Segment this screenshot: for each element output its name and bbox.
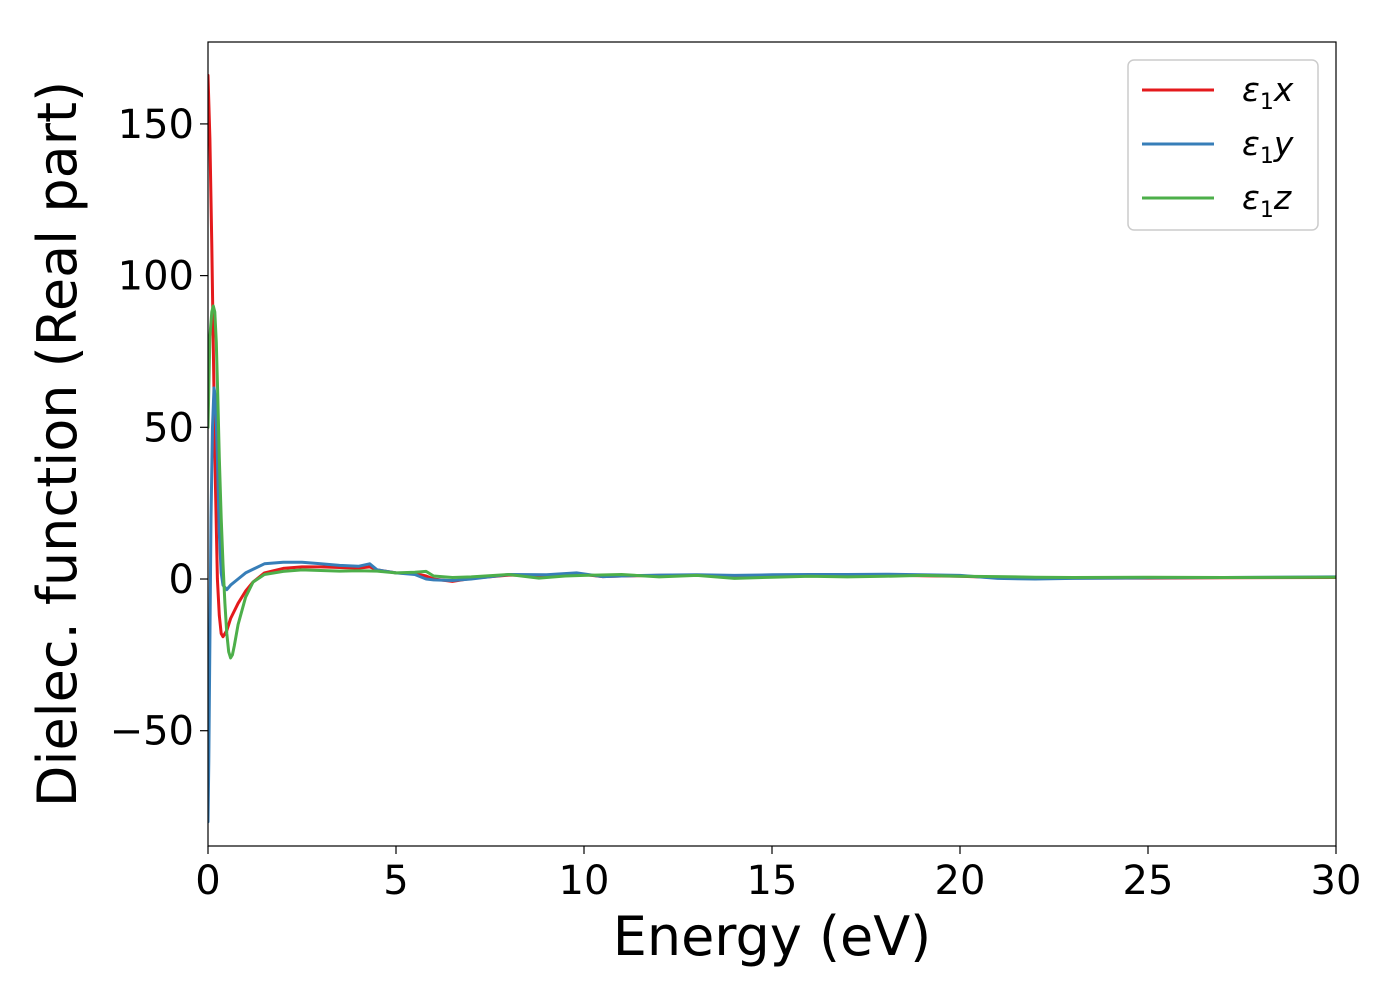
y-tick-label: 0 <box>169 557 194 603</box>
y-tick-label: 150 <box>118 102 194 148</box>
x-axis-title: Energy (eV) <box>613 905 932 968</box>
y-axis-title: Dielec. function (Real part) <box>26 81 89 807</box>
x-tick-label: 0 <box>195 858 220 904</box>
x-tick-label: 20 <box>935 858 986 904</box>
legend-box <box>1127 59 1319 231</box>
y-tick-label: 100 <box>118 254 194 300</box>
series-layer <box>208 73 1336 824</box>
series-line-z <box>208 304 1336 660</box>
series-line-y <box>208 386 1336 824</box>
x-tick-label: 10 <box>559 858 610 904</box>
x-tick-label: 15 <box>747 858 798 904</box>
x-tick-label: 30 <box>1311 858 1362 904</box>
x-tick-label: 5 <box>383 858 408 904</box>
y-axis-ticks: −50 0 50 100 150 <box>110 102 208 755</box>
legend-label-z: ε1z <box>1242 178 1292 223</box>
x-axis-ticks: 0 5 10 15 20 25 30 <box>195 846 1361 904</box>
legend: ε1x ε1y ε1z <box>1127 59 1319 231</box>
y-tick-label: −50 <box>110 709 194 755</box>
y-tick-label: 50 <box>143 405 194 451</box>
x-tick-label: 25 <box>1123 858 1174 904</box>
legend-label-x: ε1x <box>1242 70 1294 115</box>
legend-label-y: ε1y <box>1242 124 1294 169</box>
